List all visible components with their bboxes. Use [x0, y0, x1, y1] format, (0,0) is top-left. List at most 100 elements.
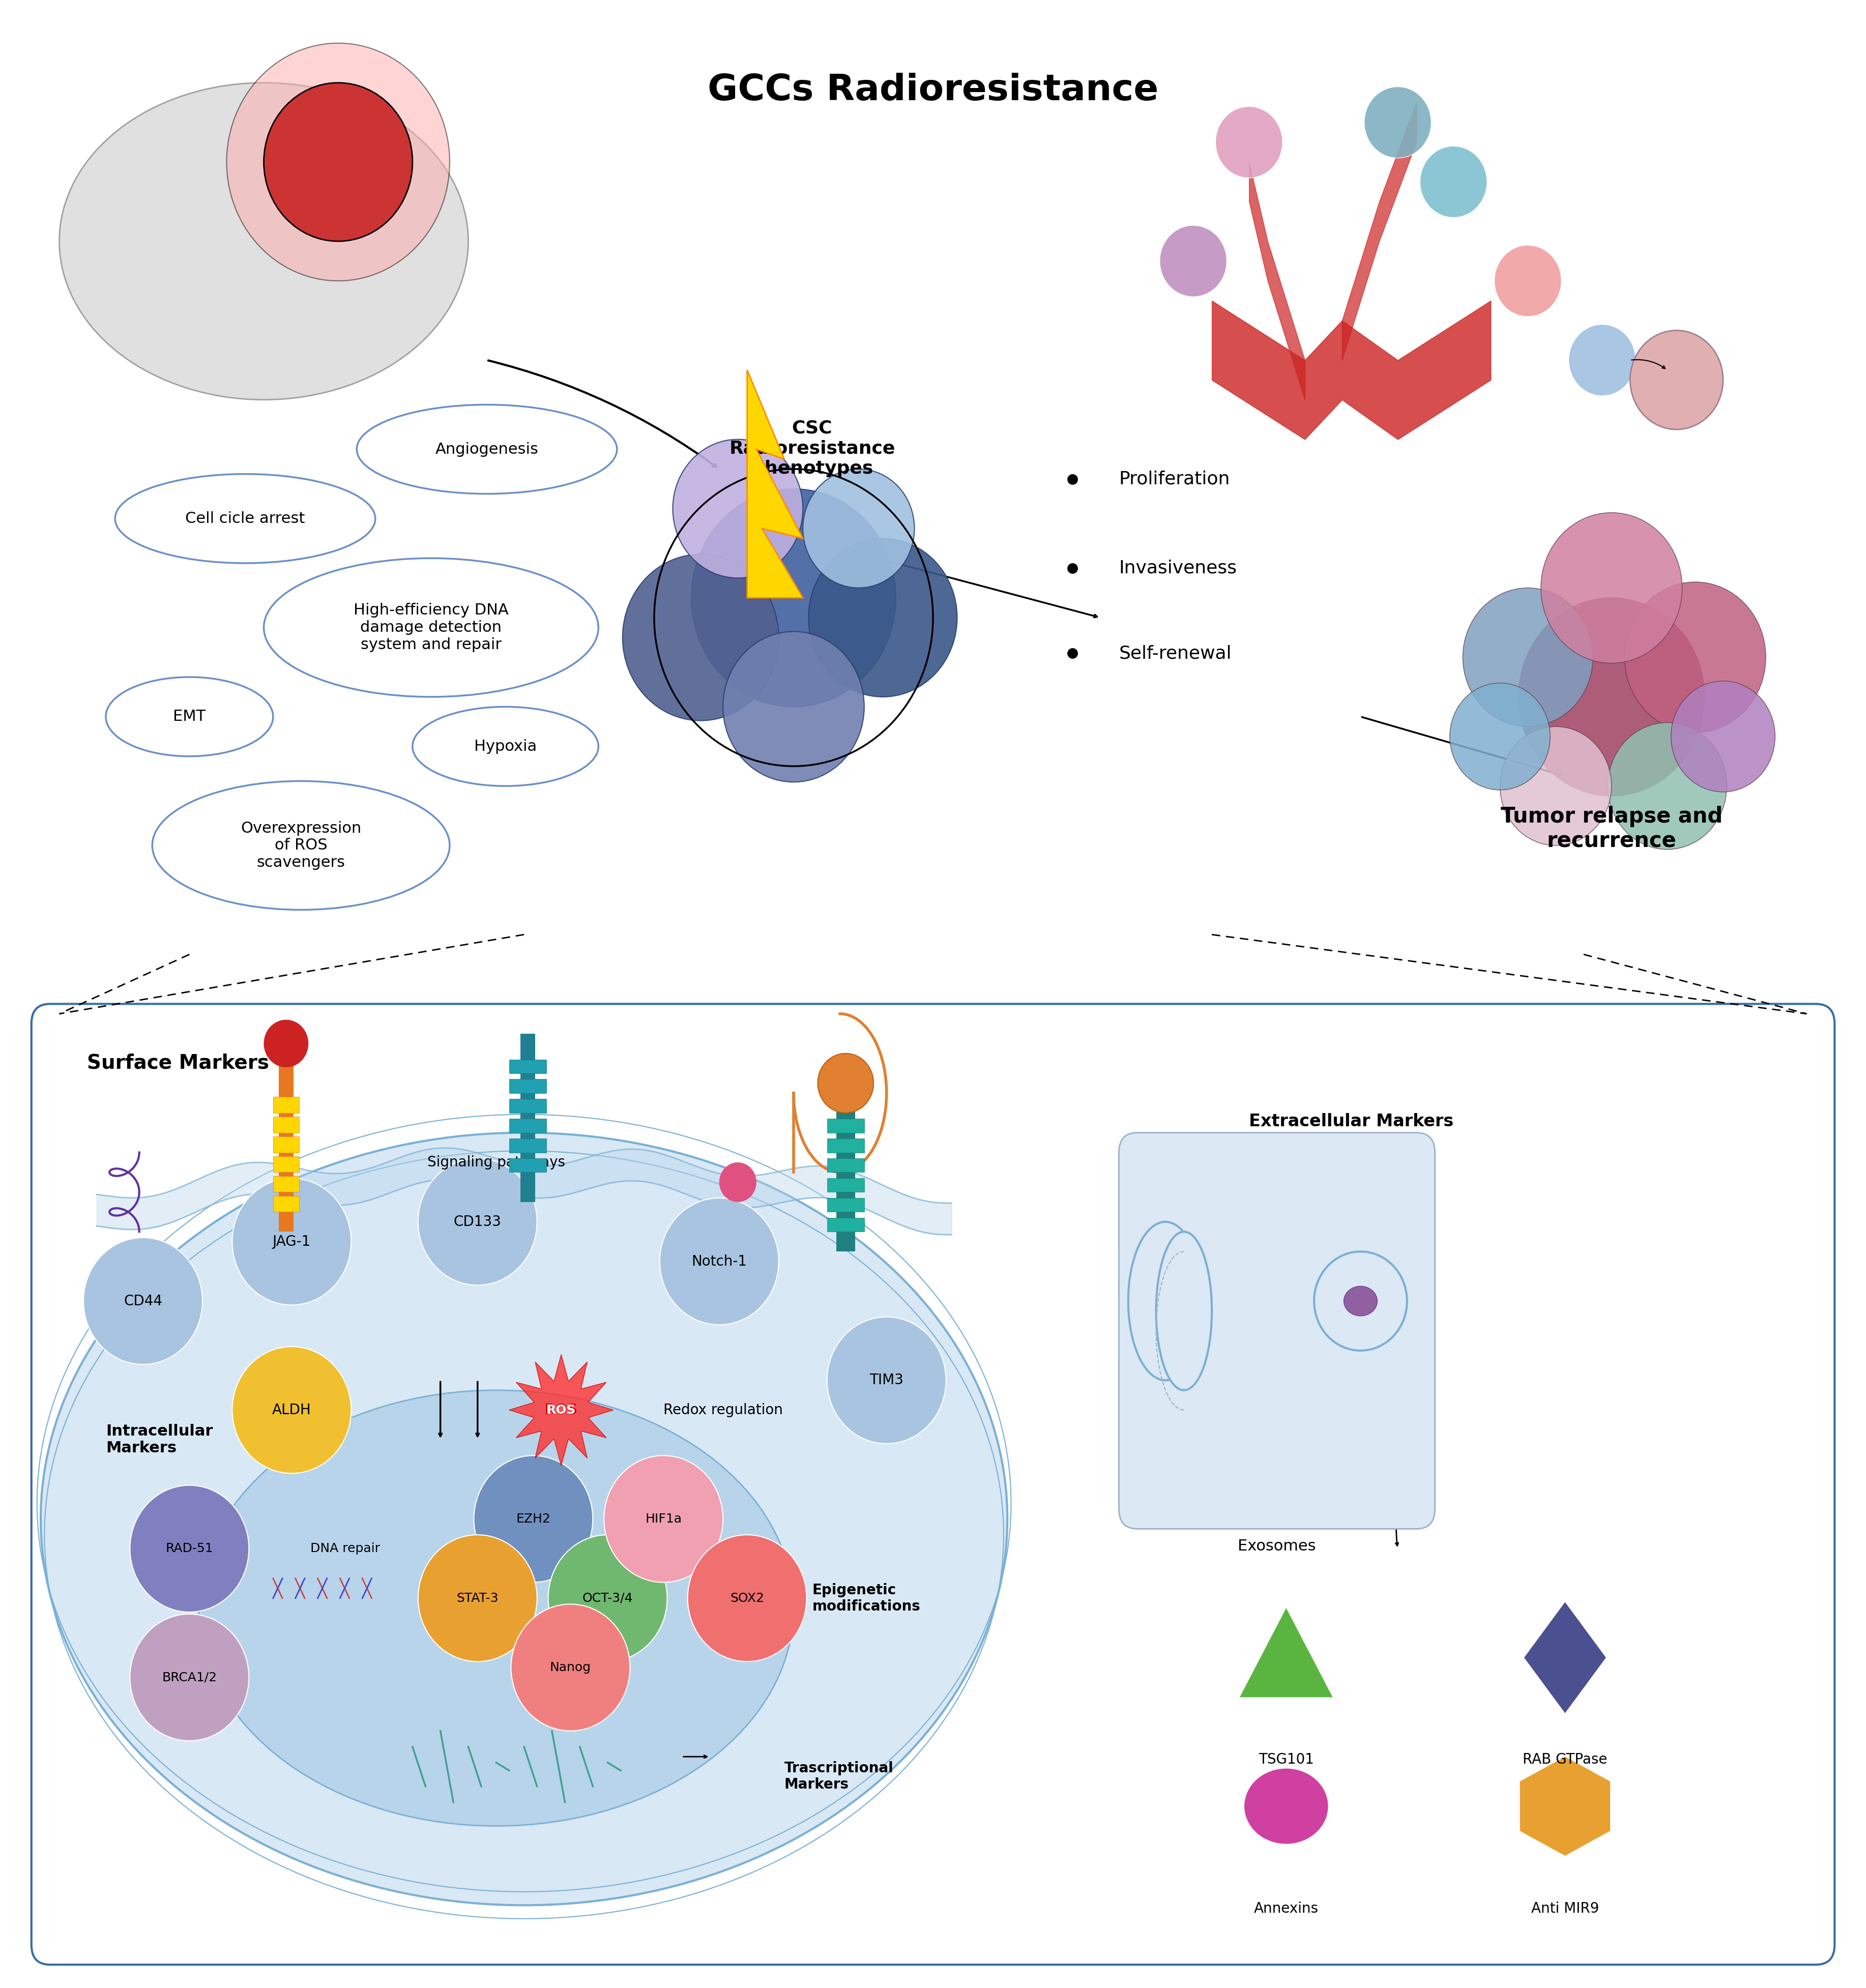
Bar [509, 1119, 547, 1133]
Text: STAT-3: STAT-3 [457, 1592, 498, 1604]
Text: Trascriptional
Markers: Trascriptional Markers [784, 1761, 894, 1791]
Bar [827, 1179, 864, 1193]
Text: CSC
Radioresistance
phenotypes: CSC Radioresistance phenotypes [730, 419, 896, 477]
Bar [827, 1199, 864, 1213]
Text: OCT-3/4: OCT-3/4 [582, 1592, 633, 1604]
Bar [827, 1139, 864, 1153]
Ellipse shape [41, 1133, 1008, 1905]
Circle shape [1495, 245, 1562, 316]
Text: BRCA1/2: BRCA1/2 [162, 1672, 216, 1684]
Text: EZH2: EZH2 [517, 1513, 550, 1525]
Polygon shape [509, 1354, 614, 1465]
Text: Annexins: Annexins [1254, 1901, 1319, 1916]
Bar [827, 1219, 864, 1233]
Text: Redox regulation: Redox regulation [664, 1404, 784, 1417]
Text: RAB GTPase: RAB GTPase [1523, 1753, 1607, 1767]
Text: Proliferation: Proliferation [1120, 471, 1230, 487]
Bar [272, 1117, 299, 1133]
Bar [509, 1079, 547, 1093]
FancyBboxPatch shape [1120, 1133, 1435, 1529]
Text: JAG-1: JAG-1 [272, 1235, 312, 1248]
Bar [509, 1139, 547, 1153]
Text: EMT: EMT [174, 710, 205, 724]
Circle shape [722, 632, 864, 781]
Text: CD44: CD44 [123, 1294, 162, 1308]
Bar [278, 1054, 293, 1233]
Ellipse shape [1245, 1769, 1329, 1843]
Text: Self-renewal: Self-renewal [1120, 644, 1232, 662]
Text: Cell cicle arrest: Cell cicle arrest [185, 511, 304, 527]
Text: RAD-51: RAD-51 [166, 1543, 213, 1555]
Circle shape [226, 44, 450, 280]
Bar [827, 1159, 864, 1173]
Circle shape [661, 1199, 778, 1324]
Circle shape [131, 1485, 248, 1612]
Polygon shape [1525, 1602, 1607, 1714]
Ellipse shape [412, 708, 599, 785]
Text: Anti MIR9: Anti MIR9 [1532, 1901, 1599, 1916]
Text: Invasiveness: Invasiveness [1120, 559, 1237, 577]
Text: ROS: ROS [545, 1404, 578, 1417]
Circle shape [605, 1455, 722, 1582]
Circle shape [808, 539, 957, 698]
Circle shape [1420, 147, 1487, 217]
Circle shape [1314, 1252, 1407, 1350]
Text: TIM3: TIM3 [870, 1374, 903, 1388]
Bar [509, 1099, 547, 1113]
Text: ROS: ROS [547, 1404, 577, 1415]
Ellipse shape [153, 781, 450, 911]
Ellipse shape [198, 1390, 793, 1827]
Circle shape [1463, 588, 1594, 726]
Text: GCCs Radioresistance: GCCs Radioresistance [707, 74, 1159, 107]
Text: Notch-1: Notch-1 [692, 1254, 746, 1268]
Text: SOX2: SOX2 [730, 1592, 765, 1604]
Circle shape [1215, 107, 1282, 177]
Circle shape [549, 1535, 668, 1662]
Ellipse shape [1344, 1286, 1377, 1316]
Ellipse shape [263, 559, 599, 698]
Text: CD133: CD133 [453, 1215, 502, 1229]
Text: Angiogenesis: Angiogenesis [435, 441, 539, 457]
FancyBboxPatch shape [32, 1004, 1834, 1964]
Circle shape [1519, 598, 1704, 795]
Circle shape [690, 489, 896, 708]
Bar [836, 1093, 855, 1252]
Circle shape [263, 83, 412, 241]
Bar [509, 1060, 547, 1074]
Circle shape [84, 1239, 202, 1364]
Circle shape [674, 439, 802, 579]
Circle shape [474, 1455, 593, 1582]
Circle shape [231, 1346, 351, 1473]
Circle shape [718, 1163, 756, 1203]
Ellipse shape [356, 406, 618, 493]
Ellipse shape [60, 83, 468, 400]
Polygon shape [1157, 1233, 1211, 1390]
Ellipse shape [106, 678, 272, 755]
Bar [509, 1159, 547, 1173]
Polygon shape [1521, 1757, 1610, 1855]
Circle shape [1625, 582, 1765, 732]
Bar [272, 1137, 299, 1153]
Text: HIF1a: HIF1a [646, 1513, 681, 1525]
Bar [521, 1034, 536, 1203]
Text: ALDH: ALDH [272, 1404, 312, 1417]
Circle shape [263, 1020, 308, 1068]
Circle shape [1569, 324, 1636, 396]
Polygon shape [746, 370, 802, 598]
Circle shape [827, 1316, 946, 1443]
Circle shape [817, 1054, 873, 1113]
Circle shape [1631, 330, 1722, 429]
Bar [272, 1097, 299, 1113]
Text: Signaling pathways: Signaling pathways [427, 1155, 565, 1169]
Bar [272, 1177, 299, 1193]
Circle shape [231, 1179, 351, 1304]
Circle shape [1500, 726, 1612, 845]
Text: Epigenetic
modifications: Epigenetic modifications [812, 1582, 920, 1614]
Bar [827, 1119, 864, 1133]
Bar [272, 1197, 299, 1213]
Text: Hypoxia: Hypoxia [474, 740, 537, 753]
Circle shape [1364, 87, 1431, 157]
Circle shape [511, 1604, 631, 1732]
Circle shape [418, 1535, 537, 1662]
Text: TSG101: TSG101 [1258, 1753, 1314, 1767]
